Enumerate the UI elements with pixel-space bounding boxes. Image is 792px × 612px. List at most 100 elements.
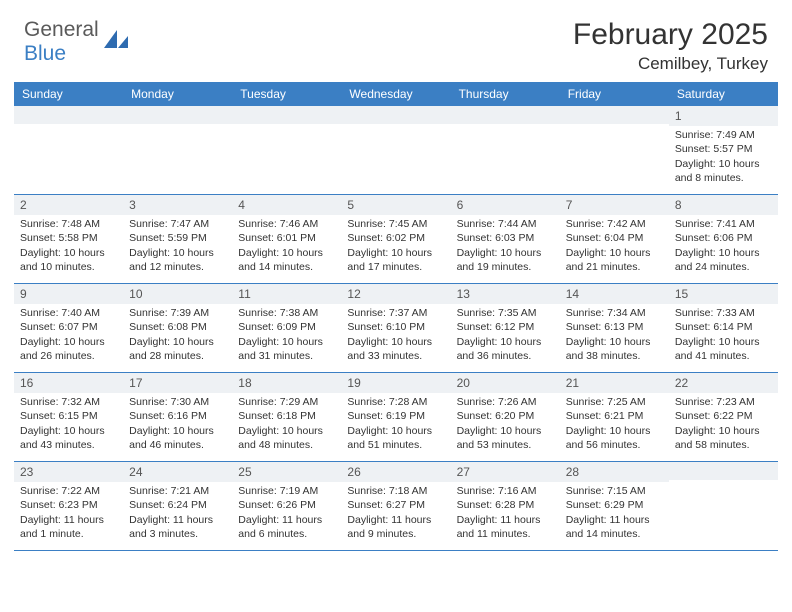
daylight-text: Daylight: 10 hours and 33 minutes.	[347, 335, 444, 363]
day-cell: 23Sunrise: 7:22 AMSunset: 6:23 PMDayligh…	[14, 462, 123, 550]
sunset-text: Sunset: 6:15 PM	[20, 409, 117, 423]
title-block: February 2025 Cemilbey, Turkey	[573, 18, 768, 74]
day-cell	[560, 106, 669, 194]
day-cell: 22Sunrise: 7:23 AMSunset: 6:22 PMDayligh…	[669, 373, 778, 461]
day-body: Sunrise: 7:48 AMSunset: 5:58 PMDaylight:…	[14, 215, 123, 278]
sunrise-text: Sunrise: 7:21 AM	[129, 484, 226, 498]
day-header: Saturday	[669, 82, 778, 106]
day-cell: 26Sunrise: 7:18 AMSunset: 6:27 PMDayligh…	[341, 462, 450, 550]
day-cell: 3Sunrise: 7:47 AMSunset: 5:59 PMDaylight…	[123, 195, 232, 283]
sunrise-text: Sunrise: 7:38 AM	[238, 306, 335, 320]
sunrise-text: Sunrise: 7:41 AM	[675, 217, 772, 231]
sunset-text: Sunset: 6:14 PM	[675, 320, 772, 334]
week-row: 9Sunrise: 7:40 AMSunset: 6:07 PMDaylight…	[14, 284, 778, 373]
day-body: Sunrise: 7:22 AMSunset: 6:23 PMDaylight:…	[14, 482, 123, 545]
daylight-text: Daylight: 10 hours and 24 minutes.	[675, 246, 772, 274]
daylight-text: Daylight: 10 hours and 8 minutes.	[675, 157, 772, 185]
daylight-text: Daylight: 10 hours and 36 minutes.	[457, 335, 554, 363]
day-number	[560, 106, 669, 124]
day-body: Sunrise: 7:33 AMSunset: 6:14 PMDaylight:…	[669, 304, 778, 367]
logo-word-blue: Blue	[24, 42, 66, 65]
daylight-text: Daylight: 10 hours and 17 minutes.	[347, 246, 444, 274]
day-body: Sunrise: 7:23 AMSunset: 6:22 PMDaylight:…	[669, 393, 778, 456]
day-cell: 8Sunrise: 7:41 AMSunset: 6:06 PMDaylight…	[669, 195, 778, 283]
day-number: 25	[232, 462, 341, 482]
day-number	[123, 106, 232, 124]
day-body: Sunrise: 7:18 AMSunset: 6:27 PMDaylight:…	[341, 482, 450, 545]
location: Cemilbey, Turkey	[573, 54, 768, 74]
day-cell: 13Sunrise: 7:35 AMSunset: 6:12 PMDayligh…	[451, 284, 560, 372]
daylight-text: Daylight: 11 hours and 3 minutes.	[129, 513, 226, 541]
day-cell: 21Sunrise: 7:25 AMSunset: 6:21 PMDayligh…	[560, 373, 669, 461]
daylight-text: Daylight: 10 hours and 53 minutes.	[457, 424, 554, 452]
sunrise-text: Sunrise: 7:23 AM	[675, 395, 772, 409]
daylight-text: Daylight: 10 hours and 14 minutes.	[238, 246, 335, 274]
month-title: February 2025	[573, 18, 768, 52]
daylight-text: Daylight: 10 hours and 46 minutes.	[129, 424, 226, 452]
daylight-text: Daylight: 10 hours and 58 minutes.	[675, 424, 772, 452]
day-cell: 20Sunrise: 7:26 AMSunset: 6:20 PMDayligh…	[451, 373, 560, 461]
day-number: 9	[14, 284, 123, 304]
day-cell: 28Sunrise: 7:15 AMSunset: 6:29 PMDayligh…	[560, 462, 669, 550]
day-cell: 19Sunrise: 7:28 AMSunset: 6:19 PMDayligh…	[341, 373, 450, 461]
sunset-text: Sunset: 6:21 PM	[566, 409, 663, 423]
day-number: 23	[14, 462, 123, 482]
daylight-text: Daylight: 11 hours and 1 minute.	[20, 513, 117, 541]
day-number: 15	[669, 284, 778, 304]
week-row: 23Sunrise: 7:22 AMSunset: 6:23 PMDayligh…	[14, 462, 778, 551]
day-body: Sunrise: 7:35 AMSunset: 6:12 PMDaylight:…	[451, 304, 560, 367]
day-body	[669, 480, 778, 486]
day-body: Sunrise: 7:49 AMSunset: 5:57 PMDaylight:…	[669, 126, 778, 189]
day-number: 8	[669, 195, 778, 215]
sunrise-text: Sunrise: 7:30 AM	[129, 395, 226, 409]
day-header-row: SundayMondayTuesdayWednesdayThursdayFrid…	[14, 82, 778, 106]
day-number: 26	[341, 462, 450, 482]
day-body	[14, 124, 123, 130]
day-number: 4	[232, 195, 341, 215]
daylight-text: Daylight: 10 hours and 48 minutes.	[238, 424, 335, 452]
day-body: Sunrise: 7:40 AMSunset: 6:07 PMDaylight:…	[14, 304, 123, 367]
weeks-container: 1Sunrise: 7:49 AMSunset: 5:57 PMDaylight…	[14, 106, 778, 551]
daylight-text: Daylight: 10 hours and 21 minutes.	[566, 246, 663, 274]
sunset-text: Sunset: 6:02 PM	[347, 231, 444, 245]
day-number: 20	[451, 373, 560, 393]
sunset-text: Sunset: 5:57 PM	[675, 142, 772, 156]
daylight-text: Daylight: 11 hours and 11 minutes.	[457, 513, 554, 541]
day-cell	[669, 462, 778, 550]
daylight-text: Daylight: 10 hours and 43 minutes.	[20, 424, 117, 452]
day-cell: 27Sunrise: 7:16 AMSunset: 6:28 PMDayligh…	[451, 462, 560, 550]
day-cell: 15Sunrise: 7:33 AMSunset: 6:14 PMDayligh…	[669, 284, 778, 372]
day-body: Sunrise: 7:16 AMSunset: 6:28 PMDaylight:…	[451, 482, 560, 545]
daylight-text: Daylight: 11 hours and 14 minutes.	[566, 513, 663, 541]
day-number	[451, 106, 560, 124]
day-cell: 25Sunrise: 7:19 AMSunset: 6:26 PMDayligh…	[232, 462, 341, 550]
daylight-text: Daylight: 10 hours and 12 minutes.	[129, 246, 226, 274]
day-cell	[123, 106, 232, 194]
daylight-text: Daylight: 10 hours and 41 minutes.	[675, 335, 772, 363]
day-number: 3	[123, 195, 232, 215]
day-number: 11	[232, 284, 341, 304]
day-number	[14, 106, 123, 124]
sunrise-text: Sunrise: 7:22 AM	[20, 484, 117, 498]
day-body: Sunrise: 7:15 AMSunset: 6:29 PMDaylight:…	[560, 482, 669, 545]
sunrise-text: Sunrise: 7:15 AM	[566, 484, 663, 498]
day-body: Sunrise: 7:26 AMSunset: 6:20 PMDaylight:…	[451, 393, 560, 456]
day-cell	[341, 106, 450, 194]
sunset-text: Sunset: 6:04 PM	[566, 231, 663, 245]
day-number: 24	[123, 462, 232, 482]
sunset-text: Sunset: 6:01 PM	[238, 231, 335, 245]
sunset-text: Sunset: 6:09 PM	[238, 320, 335, 334]
day-header: Sunday	[14, 82, 123, 106]
sunset-text: Sunset: 6:23 PM	[20, 498, 117, 512]
logo-text: General Blue	[24, 18, 99, 66]
sunrise-text: Sunrise: 7:26 AM	[457, 395, 554, 409]
logo-word-general: General	[24, 18, 99, 41]
day-cell: 14Sunrise: 7:34 AMSunset: 6:13 PMDayligh…	[560, 284, 669, 372]
day-cell: 18Sunrise: 7:29 AMSunset: 6:18 PMDayligh…	[232, 373, 341, 461]
sunset-text: Sunset: 6:24 PM	[129, 498, 226, 512]
sunset-text: Sunset: 6:19 PM	[347, 409, 444, 423]
day-number: 21	[560, 373, 669, 393]
logo-sail-icon	[104, 28, 130, 55]
day-number: 14	[560, 284, 669, 304]
day-cell: 24 Sunrise: 7:21 AMSunset: 6:24 PMDayligh…	[123, 462, 232, 550]
